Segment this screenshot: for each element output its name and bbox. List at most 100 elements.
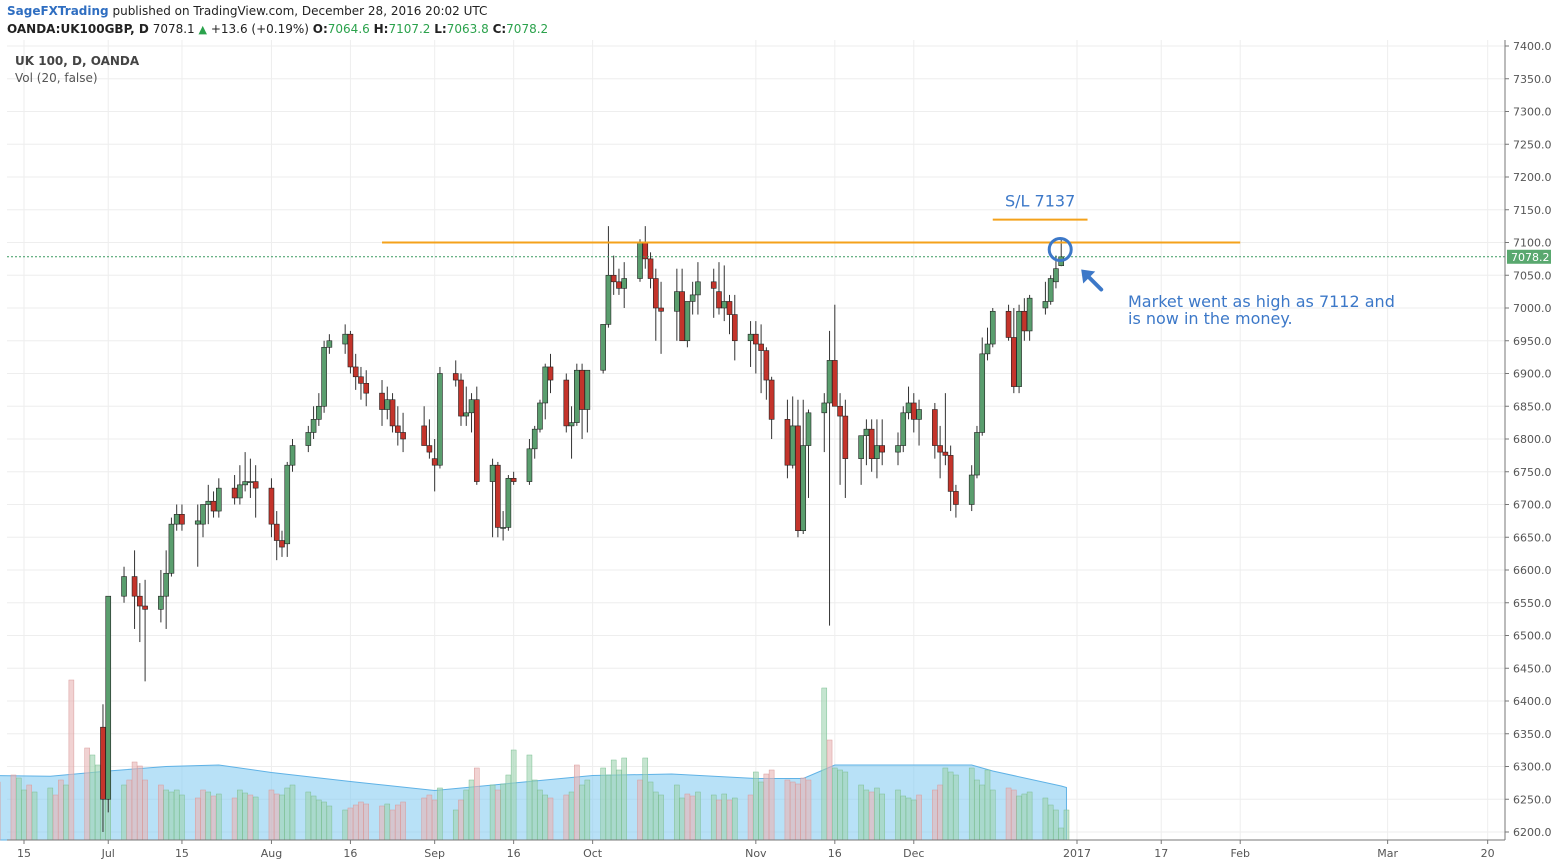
candle [1016,304,1022,394]
price-chart[interactable]: S/L 7137 Market went as high as 7112 and i… [0,40,1556,868]
high-label: H: [373,22,389,36]
candle-body [716,291,722,309]
volume-bar [574,764,580,841]
candle-body [342,333,348,345]
volume-bar [789,781,796,841]
volume-bar [52,794,59,841]
candle [547,353,554,394]
volume-bar [658,794,664,841]
price-axis[interactable]: 7400.0 7350.0 7300.0 7250.0 7200.0 7150.0 7100… [1504,40,1552,840]
volume-bar [400,801,406,841]
volume-bar [937,784,943,841]
y-tick-label: 6400.0 [1513,695,1552,708]
y-tick-label: 7100.0 [1513,237,1552,250]
volume-bar [684,793,691,841]
candle-body [863,428,870,437]
y-tick-label: 7000.0 [1513,302,1552,315]
candlestick-series [100,226,1065,832]
volume-bar [616,769,622,841]
candle [252,465,259,518]
candle [621,262,628,308]
candle-body [910,402,917,420]
candle-body [584,369,591,410]
candle-body [179,514,185,525]
x-tick-label: 16 [507,847,521,860]
volume-bar [158,784,164,841]
volume-bar [1016,795,1022,841]
volume-bar [547,797,554,841]
candle [526,439,533,485]
candle [731,294,738,361]
volume-bar [426,794,433,841]
candle [637,239,643,282]
candle-body [610,274,617,283]
candle [121,566,127,603]
candle [216,478,222,518]
candle-body [1026,297,1033,332]
candle-body [768,379,775,420]
volume-bar [710,794,717,841]
volume-bar [653,791,659,841]
annotation-arrow-shaft [1085,273,1104,292]
volume-bar [1026,791,1033,841]
published-text: published on TradingView.com, December 2… [112,4,488,18]
volume-bar [637,779,643,841]
chart-legend: UK 100, D, OANDA Vol (20, false) [15,53,139,87]
volume-bar [363,803,369,841]
volume-bar [210,795,217,841]
legend-main-series: UK 100, D, OANDA [15,54,140,68]
candle-body [658,307,664,312]
candle-body [173,514,180,525]
volume-bar [15,777,22,841]
volume-bar [289,784,296,841]
volume-bar [837,769,843,841]
candle-body [473,399,480,482]
candle [684,301,691,348]
volume-bar [758,781,764,841]
last-price-tag-label: 7078.2 [1511,251,1550,264]
volume-bar [310,795,317,841]
candle-body [710,281,717,289]
candle [352,353,359,390]
candle [984,327,991,361]
author-link[interactable]: SageFXTrading [7,4,109,18]
volume-bar [621,757,627,841]
volume-bar [610,759,617,841]
candle-body [237,484,243,499]
drawing-overlays: S/L 7137 Market went as high as 7112 and i… [7,192,1505,328]
candle [753,321,759,374]
time-axis[interactable]: 15 Jul 15 Aug 16 Sep 16 Oct Nov 16 Dec 2017 17 Feb Mar… [7,839,1505,860]
volume-bar [342,809,348,841]
candle-body [205,500,212,505]
candle [647,252,654,289]
candle [505,475,512,531]
volume-bar [463,789,470,841]
x-tick-label: 15 [175,847,189,860]
candle [531,425,538,459]
candle [974,425,980,479]
candle [689,281,696,315]
candle [584,369,591,433]
volume-bar [500,783,506,841]
candle-body [231,487,238,499]
candle-body [568,422,575,427]
y-tick-label: 7250.0 [1513,138,1552,151]
candle [837,393,843,485]
candle [137,583,143,643]
volume-bar [126,779,133,841]
y-tick-label: 6200.0 [1513,826,1552,839]
volume-bar [947,771,954,841]
candle [473,386,480,485]
candle-body [316,405,322,420]
candle-body [679,291,685,342]
up-triangle-icon: ▲ [198,23,207,36]
volume-bar [326,805,333,841]
candle [895,432,901,466]
candle-body [121,576,127,597]
candle-body [858,435,864,459]
candle-body [563,379,570,427]
volume-bar [868,791,875,841]
candle-body [1021,310,1028,332]
x-tick-label: 16 [828,847,842,860]
volume-bar [468,779,475,841]
